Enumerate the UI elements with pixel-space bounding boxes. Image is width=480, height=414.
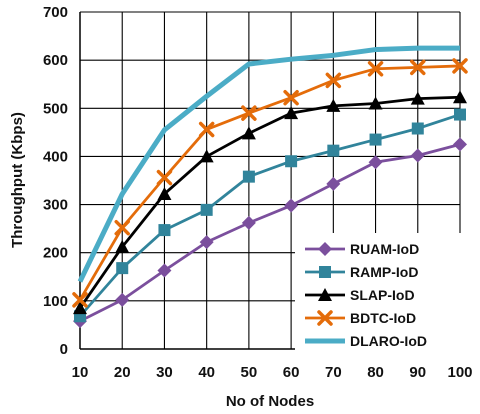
x-tick-label: 20 — [114, 364, 131, 381]
x-tick-label: 10 — [72, 364, 89, 381]
y-axis-title: Throughput (Kbps) — [9, 112, 26, 248]
y-tick-label: 700 — [43, 4, 68, 21]
legend-label: SLAP-IoD — [350, 287, 415, 303]
legend: RUAM-IoD RAMP-IoD SLAP-IoD BDTC-IoD DLARO-Io… — [295, 233, 470, 353]
data-point-square — [411, 122, 424, 135]
data-point-diamond — [199, 235, 214, 250]
legend-label: DLARO-IoD — [350, 333, 427, 349]
data-point-square — [242, 170, 255, 183]
data-point-triangle — [73, 301, 87, 315]
data-point-square — [116, 262, 129, 275]
data-point-x — [452, 58, 468, 74]
x-tick-label: 60 — [283, 364, 300, 381]
data-point-square — [285, 155, 298, 168]
data-point-diamond — [157, 263, 172, 278]
data-point-triangle — [284, 106, 299, 120]
x-tick-label: 40 — [198, 364, 215, 381]
x-tick-label: 80 — [367, 364, 384, 381]
series-dlaro-iod — [77, 45, 460, 283]
data-point-diamond — [115, 292, 130, 307]
legend-entry: RAMP-IoD — [305, 264, 418, 280]
data-point-diamond — [241, 215, 256, 230]
y-tick-label: 600 — [43, 52, 68, 69]
legend-label: RAMP-IoD — [350, 264, 418, 280]
data-point-diamond — [410, 148, 425, 163]
y-tick-label: 500 — [43, 100, 68, 117]
series-bdtc-iod — [72, 58, 468, 308]
data-point-triangle — [326, 98, 341, 112]
legend-entry: RUAM-IoD — [305, 241, 419, 257]
data-point-x — [241, 105, 257, 121]
data-point-diamond — [284, 198, 299, 213]
y-tick-label: 0 — [60, 341, 68, 358]
x-tick-label: 50 — [241, 364, 258, 381]
series-line — [78, 64, 461, 301]
data-point-triangle — [115, 239, 130, 253]
legend-entry: DLARO-IoD — [305, 333, 427, 349]
data-point-triangle — [453, 90, 467, 104]
data-point-triangle — [199, 149, 214, 163]
data-point-triangle — [368, 96, 383, 110]
y-tick-label: 400 — [43, 148, 68, 165]
data-point-diamond — [326, 176, 341, 191]
data-point-x — [114, 219, 130, 236]
data-point-x — [317, 310, 333, 326]
data-point-x — [325, 72, 342, 89]
data-point-x — [72, 292, 88, 308]
series-line — [78, 113, 461, 318]
data-point-diamond — [318, 242, 332, 256]
series-line — [77, 45, 460, 283]
data-point-square — [200, 203, 213, 216]
data-point-square — [319, 266, 331, 278]
data-point-triangle — [318, 288, 332, 301]
series-ramp-iod — [74, 108, 466, 323]
data-point-square — [158, 224, 171, 237]
series-ruam-iod — [73, 137, 467, 329]
data-point-triangle — [157, 186, 172, 200]
data-point-x — [367, 61, 384, 77]
x-tick-label: 70 — [325, 364, 342, 381]
data-point-x — [283, 89, 299, 106]
legend-entry: BDTC-IoD — [305, 310, 416, 326]
legend-entry: SLAP-IoD — [305, 287, 415, 303]
x-tick-label: 90 — [409, 364, 426, 381]
x-tick-label: 100 — [447, 364, 472, 381]
x-axis-title: No of Nodes — [226, 393, 314, 410]
y-tick-label: 100 — [43, 293, 68, 310]
y-tick-label: 200 — [43, 245, 68, 262]
y-tick-label: 300 — [43, 197, 68, 214]
series-line — [79, 143, 461, 323]
legend-label: RUAM-IoD — [350, 241, 419, 257]
data-point-triangle — [241, 126, 256, 140]
series-slap-iod — [73, 90, 467, 315]
data-point-square — [327, 144, 340, 157]
data-point-x — [198, 121, 215, 138]
data-point-x — [410, 59, 426, 76]
data-point-triangle — [410, 91, 425, 105]
series-group — [72, 45, 468, 329]
data-point-diamond — [453, 137, 467, 152]
series-line — [78, 95, 461, 309]
data-point-square — [369, 133, 382, 146]
data-point-square — [454, 108, 466, 121]
x-tick-label: 30 — [156, 364, 173, 381]
data-point-diamond — [368, 155, 383, 170]
data-point-x — [156, 169, 173, 186]
tick-labels: 0 100 200 300 400 500 600 700 10 20 30 40 50 60 70 80 90… — [43, 4, 473, 381]
legend-label: BDTC-IoD — [350, 310, 416, 326]
